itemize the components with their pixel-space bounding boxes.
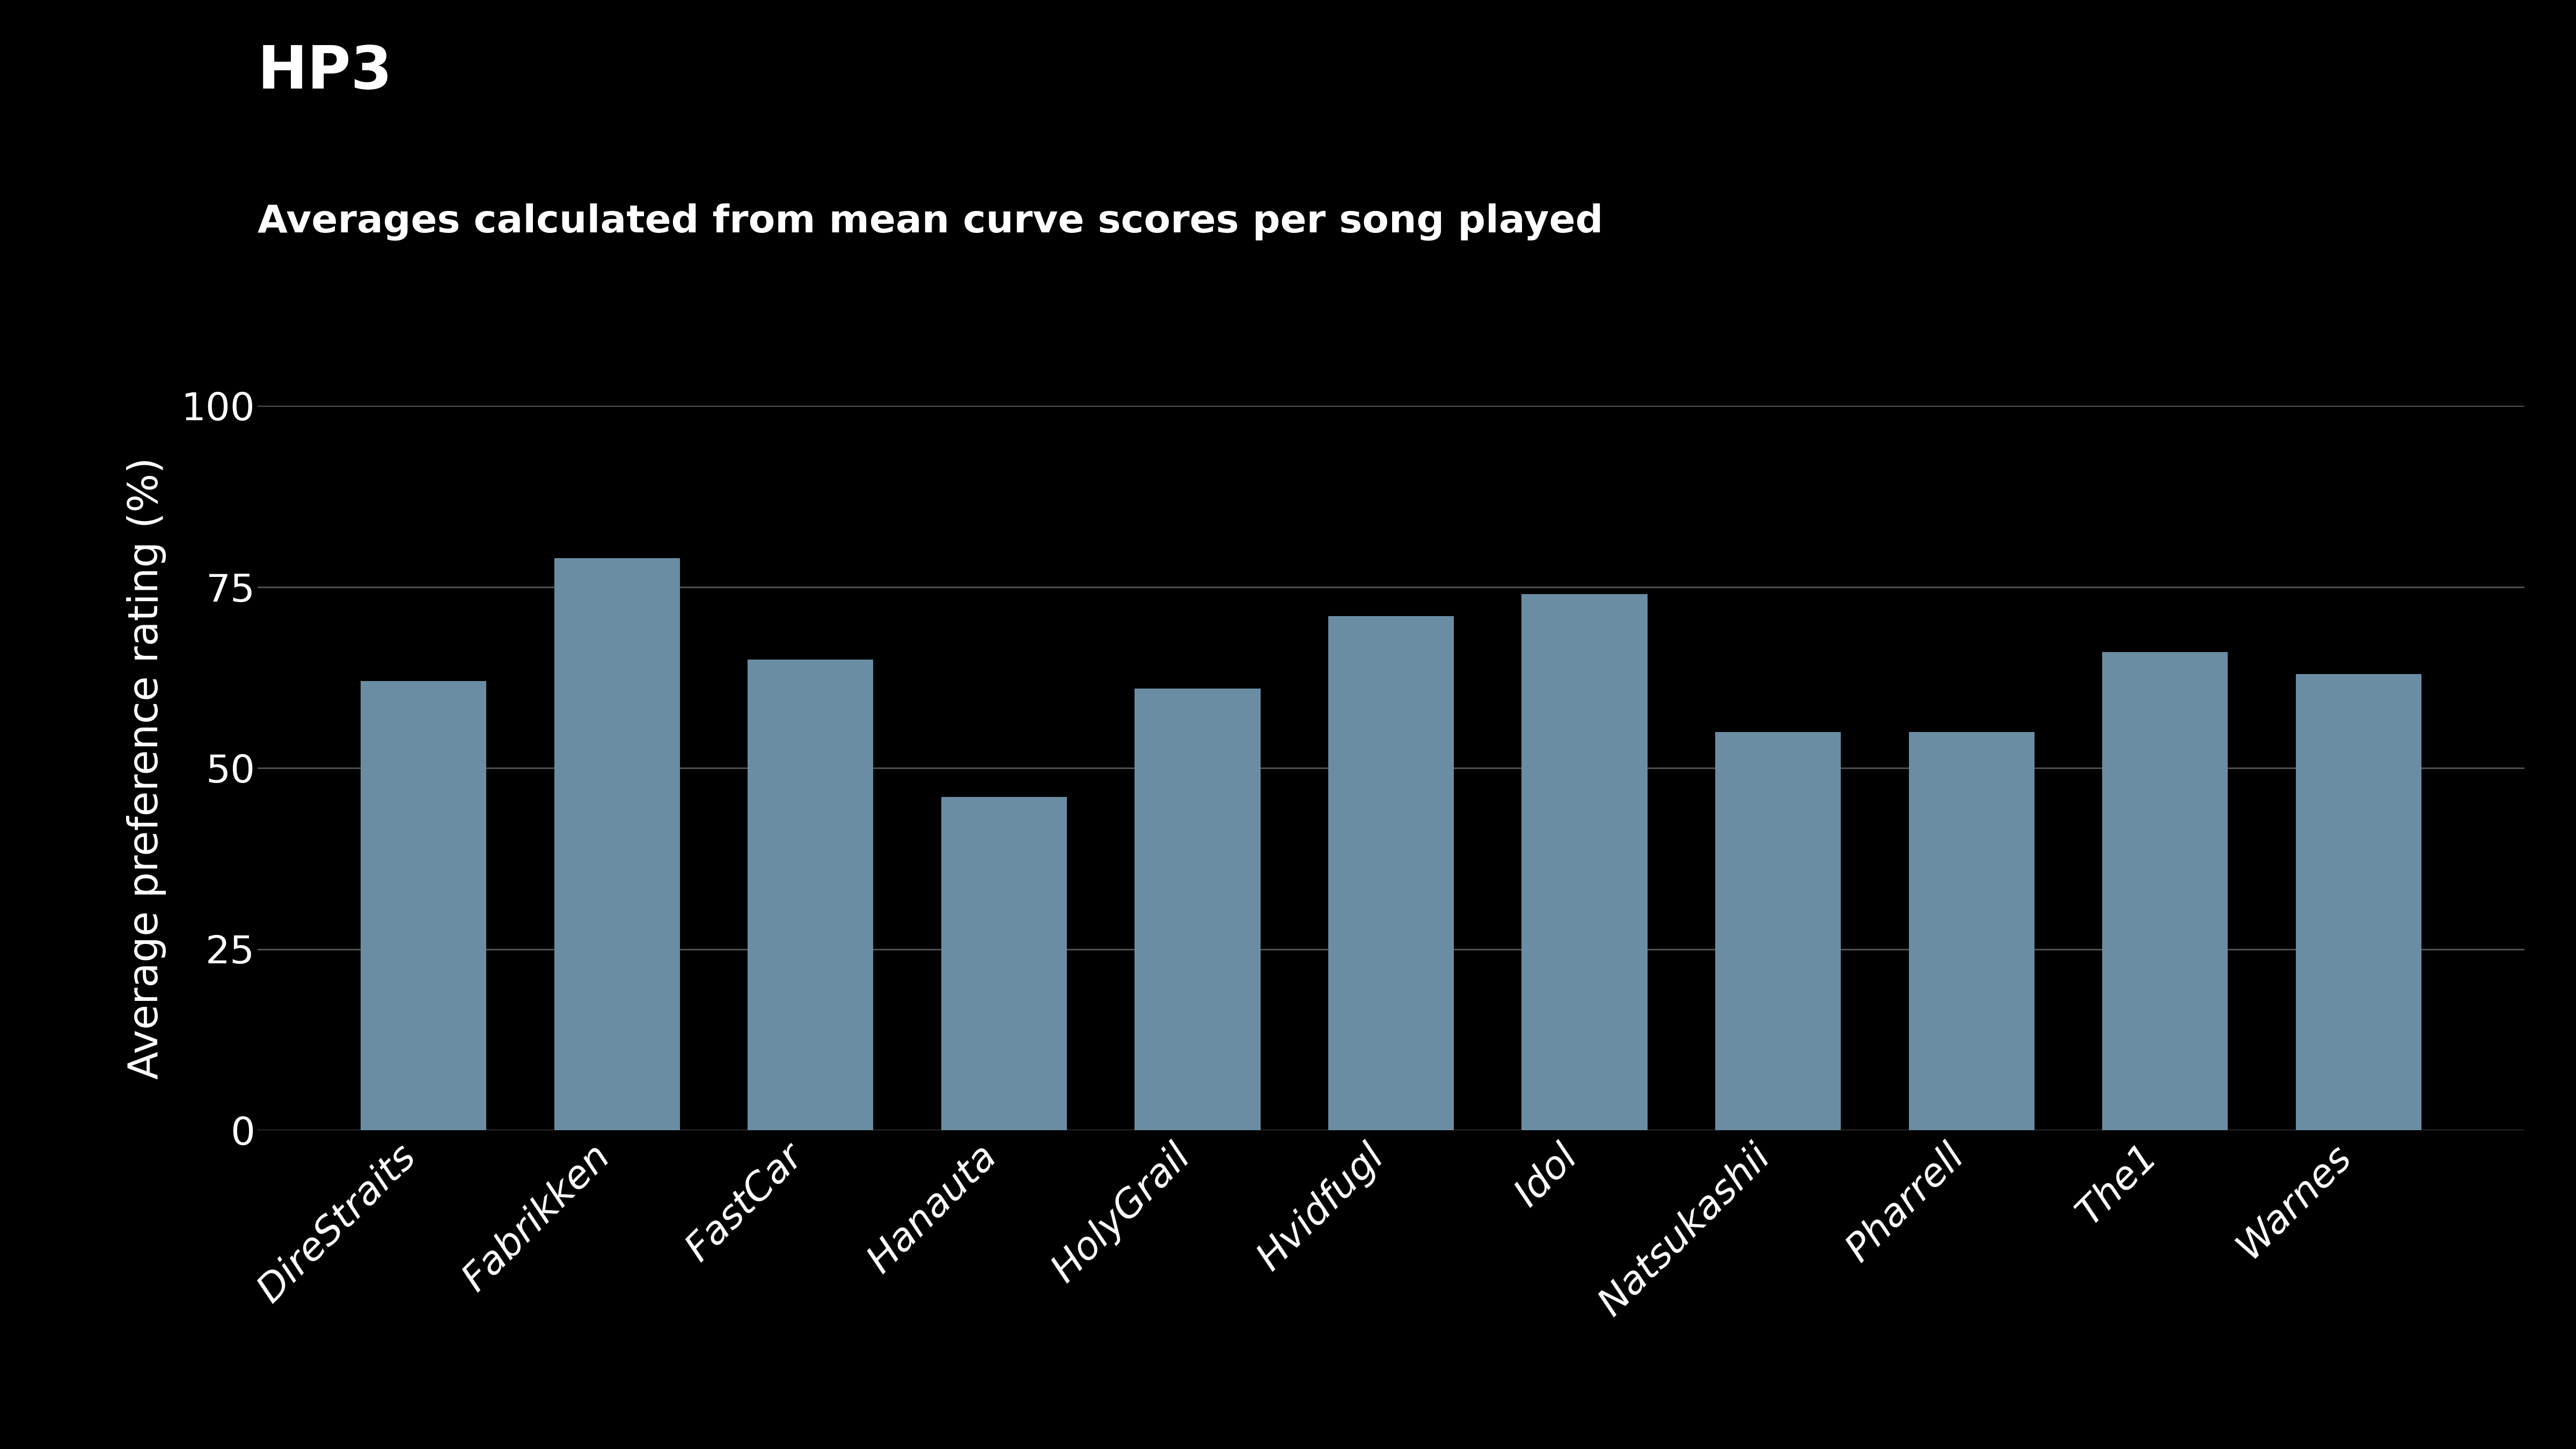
Bar — [1329, 616, 1453, 1130]
Bar — [1716, 732, 1842, 1130]
Y-axis label: Average preference rating (%): Average preference rating (%) — [126, 456, 167, 1080]
Bar — [747, 659, 873, 1130]
Bar — [1522, 594, 1649, 1130]
Text: Averages calculated from mean curve scores per song played: Averages calculated from mean curve scor… — [258, 203, 1602, 241]
Bar — [1133, 688, 1260, 1130]
Bar — [361, 681, 487, 1130]
Bar — [2102, 652, 2228, 1130]
Bar — [554, 558, 680, 1130]
Text: HP3: HP3 — [258, 43, 392, 101]
Bar — [940, 797, 1066, 1130]
Bar — [1909, 732, 2035, 1130]
Bar — [2295, 674, 2421, 1130]
